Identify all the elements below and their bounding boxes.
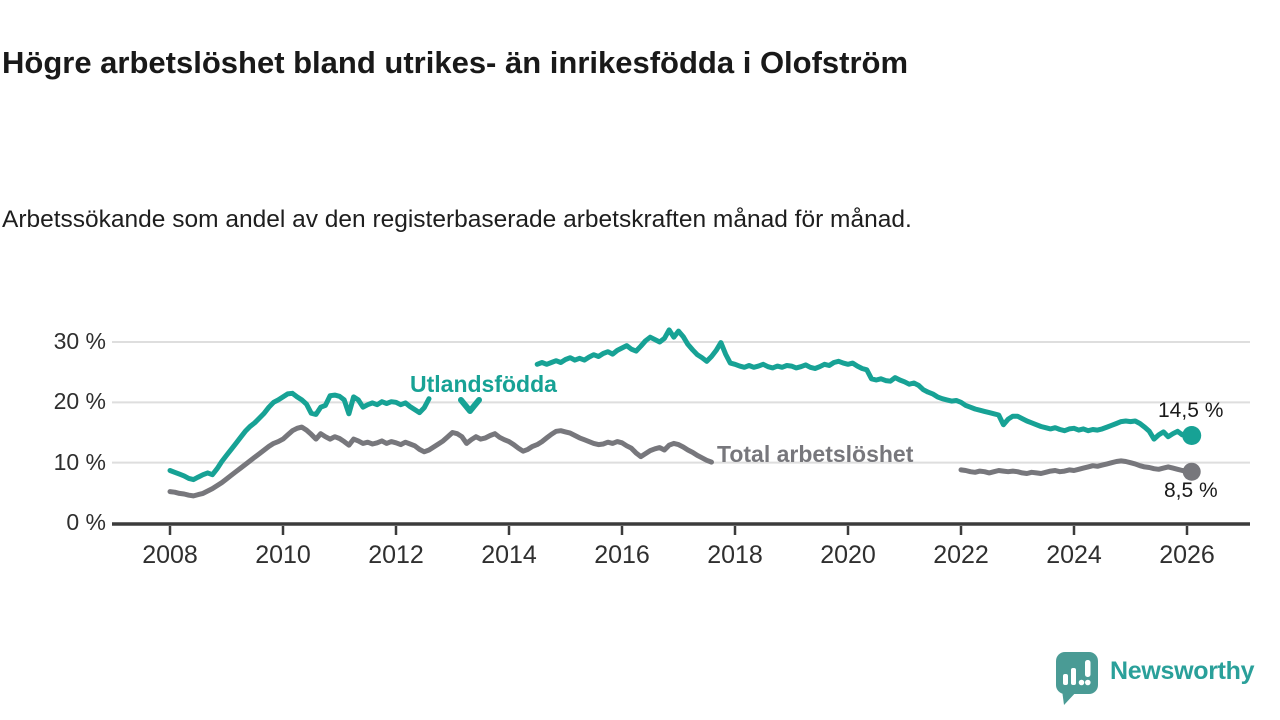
x-tick-label: 2012 xyxy=(368,541,424,569)
x-tick-label: 2016 xyxy=(594,541,650,569)
y-tick-label: 30 % xyxy=(53,328,106,354)
chart-subtitle: Arbetssökande som andel av den registerb… xyxy=(2,205,912,233)
end-value-utlandsfodda: 14,5 % xyxy=(1158,399,1224,422)
series-label-total-arbetsloshet: Total arbetslöshet xyxy=(717,441,914,467)
x-tick-label: 2026 xyxy=(1159,541,1215,569)
series-end-dot xyxy=(1182,426,1202,446)
newsworthy-logo: Newsworthy xyxy=(1054,650,1255,706)
x-tick-label: 2018 xyxy=(707,541,763,569)
x-tick-label: 2014 xyxy=(481,541,537,569)
newsworthy-logo-text: Newsworthy xyxy=(1110,657,1255,685)
y-tick-label: 20 % xyxy=(53,388,106,415)
x-tick-label: 2022 xyxy=(933,541,989,569)
series-label-utlandsfodda: Utlandsfödda xyxy=(410,371,557,397)
page-title: Högre arbetslöshet bland utrikes- än inr… xyxy=(2,44,909,80)
x-tick-label: 2008 xyxy=(142,541,198,569)
x-tick-label: 2010 xyxy=(255,541,311,569)
series-line xyxy=(167,327,1195,483)
x-tick-label: 2024 xyxy=(1046,541,1102,569)
y-tick-label: 0 % xyxy=(66,509,106,535)
end-value-total: 8,5 % xyxy=(1164,479,1218,502)
x-tick-label: 2020 xyxy=(820,541,876,569)
series-end-dot xyxy=(1182,462,1201,481)
newsworthy-logo-icon xyxy=(1056,652,1098,705)
series-line xyxy=(167,424,1195,499)
label-arrow-down-icon xyxy=(458,397,482,414)
y-tick-label: 10 % xyxy=(53,448,106,475)
